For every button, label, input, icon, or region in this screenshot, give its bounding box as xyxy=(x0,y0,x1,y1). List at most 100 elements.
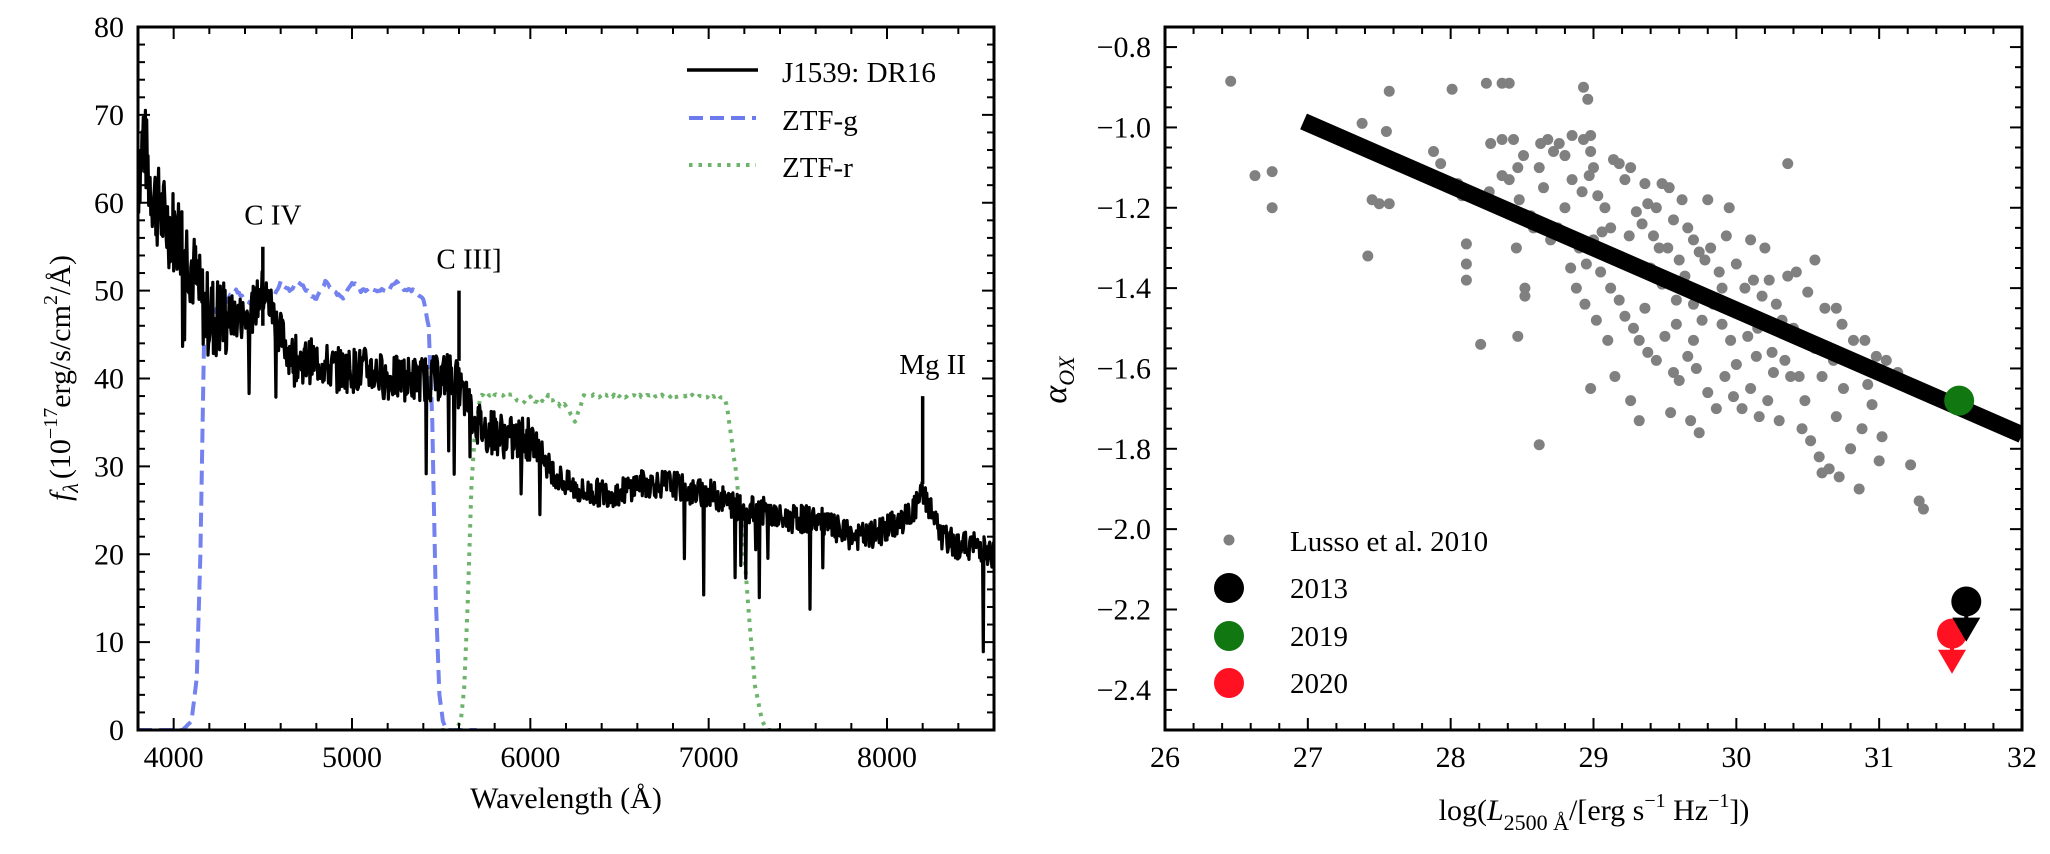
scatter-point-lusso xyxy=(1687,234,1699,246)
scatter-point-lusso xyxy=(1428,146,1440,158)
scatter-point-lusso xyxy=(1650,354,1662,366)
series-line-ztf-r xyxy=(440,392,781,730)
scatter-point-lusso xyxy=(1837,383,1849,395)
scatter-point-lusso xyxy=(1720,230,1732,242)
scatter-point-lusso xyxy=(1576,186,1588,198)
scatter-point-lusso xyxy=(1710,403,1722,415)
ylabel-lambda: λ xyxy=(58,483,83,494)
xlabel-sub: 2500 Å xyxy=(1504,810,1570,835)
scatter-point-lusso xyxy=(1713,266,1725,278)
x-tick-label: 5000 xyxy=(322,741,382,774)
scatter-point-lusso xyxy=(1362,250,1374,262)
annotation-label: C IV xyxy=(244,200,301,232)
scatter-point-lusso xyxy=(1518,150,1530,162)
scatter-point-lusso xyxy=(1605,282,1617,294)
scatter-point-lusso xyxy=(1485,137,1497,149)
scatter-point-lusso xyxy=(1619,174,1631,186)
emission-line-annotations: C IV C III] Mg II xyxy=(244,200,966,484)
scatter-point-lusso xyxy=(1753,411,1765,423)
scatter-point-lusso xyxy=(1659,330,1671,342)
scatter-point-lusso xyxy=(1696,314,1708,326)
y-tick-label: −1.2 xyxy=(1097,192,1151,225)
scatter-point-lusso xyxy=(1605,222,1617,234)
scatter-point-lusso xyxy=(1460,258,1472,270)
x-tick-label: 8000 xyxy=(857,741,917,774)
scatter-point-lusso xyxy=(1595,266,1607,278)
scatter-point-lusso xyxy=(1862,379,1874,391)
scatter-point-lusso xyxy=(1566,129,1578,141)
scatter-point-lusso xyxy=(1508,133,1520,145)
ylabel-unit2: /Å) xyxy=(44,255,77,295)
scatter-points-group xyxy=(1225,75,2022,674)
scatter-point-lusso xyxy=(1873,455,1885,467)
scatter-point-lusso xyxy=(1767,366,1779,378)
scatter-point-lusso xyxy=(1670,294,1682,306)
scatter-point-lusso xyxy=(1496,133,1508,145)
legend-label-ztf-g: ZTF-g xyxy=(782,105,858,137)
scatter-point-lusso xyxy=(1782,158,1794,170)
scatter-point-lusso xyxy=(1716,318,1728,330)
scatter-point-lusso xyxy=(1870,350,1882,362)
scatter-point-lusso xyxy=(1588,162,1599,174)
scatter-point-lusso xyxy=(1446,83,1458,95)
regression-fit-line xyxy=(1300,113,2022,443)
scatter-point-lusso xyxy=(1585,146,1597,158)
scatter-point-lusso xyxy=(1366,194,1378,206)
scatter-point-lusso xyxy=(1790,266,1802,278)
scatter-point-lusso xyxy=(1592,190,1604,202)
scatter-point-lusso xyxy=(1380,125,1392,137)
x-tick-label: 4000 xyxy=(144,741,204,774)
scatter-point-lusso xyxy=(1682,350,1694,362)
scatter-point-lusso xyxy=(1785,370,1797,382)
scatter-point-lusso xyxy=(1548,146,1560,158)
scatter-point-lusso xyxy=(1773,415,1785,427)
spectrum-tick-labels: 4000 5000 6000 7000 8000 0 10 20 30 40 50 60 70 80 xyxy=(94,11,917,774)
scatter-point-lusso xyxy=(1613,158,1625,170)
scatter-point-lusso xyxy=(1742,330,1754,342)
y-tick-label: −1.4 xyxy=(1097,272,1151,305)
scatter-point-lusso xyxy=(1670,318,1682,330)
scatter-point-lusso xyxy=(1702,194,1714,206)
scatter-point-lusso xyxy=(1633,334,1645,346)
scatter-point-lusso xyxy=(1750,350,1762,362)
scatter-point-lusso xyxy=(1249,170,1261,182)
scatter-point-lusso xyxy=(1736,403,1748,415)
scatter-point-lusso xyxy=(1542,133,1554,145)
scatter-point-lusso xyxy=(1625,162,1637,174)
legend-label-lusso: Lusso et al. 2010 xyxy=(1290,526,1488,558)
scatter-point-lusso xyxy=(1802,286,1814,298)
legend-label-2013: 2013 xyxy=(1290,573,1348,605)
scatter-point-lusso xyxy=(1805,435,1817,447)
xlabel-hz: Hz xyxy=(1666,794,1708,827)
scatter-point-lusso xyxy=(1225,75,1237,87)
alpha-ox-panel: 26 27 28 29 30 31 32 −0.8 −1.0 −1.2 −1.4 −1.6 −1.8 −2… xyxy=(1037,25,2037,835)
scatter-point-lusso xyxy=(1836,318,1848,330)
scatter-point-lusso xyxy=(1566,174,1578,186)
x-tick-label: 6000 xyxy=(500,741,560,774)
scatter-point-lusso xyxy=(1847,334,1859,346)
scatter-point-lusso xyxy=(1580,258,1592,270)
scatter-point-lusso xyxy=(1533,162,1545,174)
scatter-point-lusso xyxy=(1625,395,1637,407)
scatter-point-lusso xyxy=(1503,77,1515,89)
scatter-point-lusso xyxy=(1662,242,1674,254)
scatter-point-lusso xyxy=(1590,314,1602,326)
scatter-point-lusso xyxy=(1356,117,1368,129)
scatter-point-lusso xyxy=(1730,358,1742,370)
scatter-point-lusso xyxy=(1796,423,1808,435)
y-tick-label: 0 xyxy=(109,714,124,747)
ylabel-ox: OX xyxy=(1054,355,1079,386)
scatter-point-lusso xyxy=(1690,362,1702,374)
scatter-point-lusso xyxy=(1513,194,1525,206)
scatter-point-lusso xyxy=(1693,427,1705,439)
y-tick-label: 30 xyxy=(94,450,124,483)
scatter-point-lusso xyxy=(1833,471,1845,483)
alpha-ox-axis-ticks xyxy=(1164,26,2023,731)
scatter-point-lusso xyxy=(1460,274,1472,286)
scatter-point-lusso xyxy=(1266,166,1278,178)
scatter-point-lusso xyxy=(1762,395,1774,407)
scatter-point-lusso xyxy=(1747,274,1759,286)
scatter-point-lusso xyxy=(1830,411,1842,423)
scatter-point-lusso xyxy=(1782,270,1794,282)
annotation-label: C III] xyxy=(436,244,501,276)
